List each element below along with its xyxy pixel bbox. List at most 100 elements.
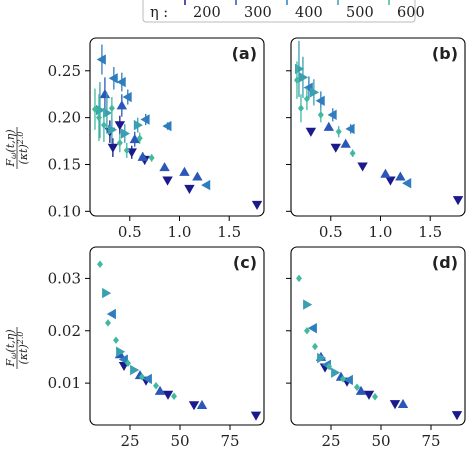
xtick-label: 1.5	[217, 223, 241, 241]
ylabel-top: Fω(t,η)(κt)2.0	[4, 127, 30, 169]
ylabel-bottom-denominator: (κt)2.0	[16, 332, 30, 365]
legend-label-300: 300	[244, 5, 272, 21]
data-point	[251, 200, 263, 210]
data-point	[122, 91, 132, 103]
panel-frame-b	[290, 37, 466, 217]
data-point	[118, 354, 128, 365]
ylabel-bottom: Fω(t,η)(κt)2.0	[4, 327, 30, 369]
data-point	[103, 107, 113, 119]
data-point	[312, 342, 318, 351]
xtick-label: 1.5	[418, 223, 442, 241]
data-point	[343, 374, 353, 386]
data-point	[136, 134, 143, 142]
series-300	[99, 77, 203, 181]
data-point	[293, 76, 300, 84]
data-point	[354, 383, 360, 392]
data-point	[340, 375, 346, 383]
panel-label-d: (d)	[432, 253, 458, 272]
data-point	[113, 336, 119, 344]
data-point	[159, 162, 170, 172]
data-point	[250, 411, 262, 421]
ytick-label: 0.20	[48, 109, 81, 127]
data-point	[162, 120, 172, 132]
data-point	[140, 114, 150, 125]
data-point	[116, 100, 128, 110]
series-500	[102, 287, 140, 376]
data-point	[108, 73, 118, 84]
data-point	[355, 385, 367, 395]
series-300	[315, 351, 409, 408]
data-point	[317, 352, 327, 364]
data-point	[309, 87, 320, 98]
series-600	[293, 61, 356, 157]
series-600	[91, 88, 155, 162]
data-point	[380, 168, 391, 178]
legend-label-400: 400	[295, 5, 323, 21]
panel-c: 25 50 75 0.01 0.02 0.03 (c)	[48, 246, 265, 450]
series-200	[305, 127, 464, 206]
legend: η : 200 300 400 500 600	[142, 0, 425, 23]
panel-label-c: (c)	[233, 253, 257, 272]
data-point	[105, 319, 111, 327]
data-point	[327, 109, 337, 121]
series-400	[96, 44, 211, 191]
legend-box	[142, 0, 416, 23]
data-point	[95, 113, 102, 122]
data-point	[192, 171, 203, 181]
data-point	[171, 392, 177, 400]
data-point	[91, 105, 98, 113]
data-point	[330, 143, 341, 153]
data-point	[305, 127, 317, 137]
data-point	[201, 179, 211, 191]
panel-frame-a	[89, 37, 265, 217]
xtick-label: 1.0	[168, 223, 192, 241]
series-200	[104, 115, 263, 210]
ytick-label: 0.25	[48, 62, 81, 80]
data-point	[184, 184, 195, 195]
series-500	[96, 82, 143, 144]
series-500	[303, 299, 341, 378]
legend-label-200: 200	[193, 5, 221, 21]
series-600	[296, 274, 378, 401]
data-point	[315, 95, 325, 106]
data-point	[303, 299, 313, 310]
panel-d: 25 50 75 (d)	[286, 246, 466, 450]
series-600	[97, 260, 177, 400]
data-point	[385, 176, 396, 186]
series-400	[307, 322, 353, 386]
data-point	[129, 133, 140, 144]
data-point	[139, 373, 145, 381]
data-point	[162, 176, 173, 186]
data-point	[133, 119, 143, 131]
data-point	[108, 104, 115, 113]
data-point	[357, 162, 368, 172]
data-point	[452, 196, 464, 206]
data-point	[96, 54, 106, 65]
ytick-label: 0.02	[48, 322, 81, 340]
data-point	[297, 104, 304, 113]
xtick-label: 25	[321, 432, 340, 450]
data-point	[397, 398, 409, 408]
data-point	[326, 362, 332, 371]
data-point	[106, 308, 116, 320]
legend-prefix: η :	[150, 5, 168, 21]
data-point	[299, 72, 309, 83]
data-point	[196, 399, 208, 410]
data-point	[349, 149, 356, 157]
series-400	[303, 76, 412, 189]
panel-label-a: (a)	[232, 44, 257, 63]
ytick-label: 0.15	[48, 155, 81, 173]
series-300	[323, 121, 406, 181]
xtick-label: 50	[170, 432, 189, 450]
legend-label-600: 600	[397, 5, 425, 21]
data-point	[372, 392, 378, 401]
panel-b: 0.5 1.0 1.5 (b)	[286, 37, 466, 241]
data-point	[116, 139, 123, 147]
data-point	[402, 178, 412, 189]
data-point	[153, 381, 159, 390]
data-point	[307, 322, 317, 334]
data-point	[323, 121, 334, 131]
data-point	[345, 123, 355, 135]
data-point	[116, 346, 126, 357]
data-point	[154, 385, 166, 395]
